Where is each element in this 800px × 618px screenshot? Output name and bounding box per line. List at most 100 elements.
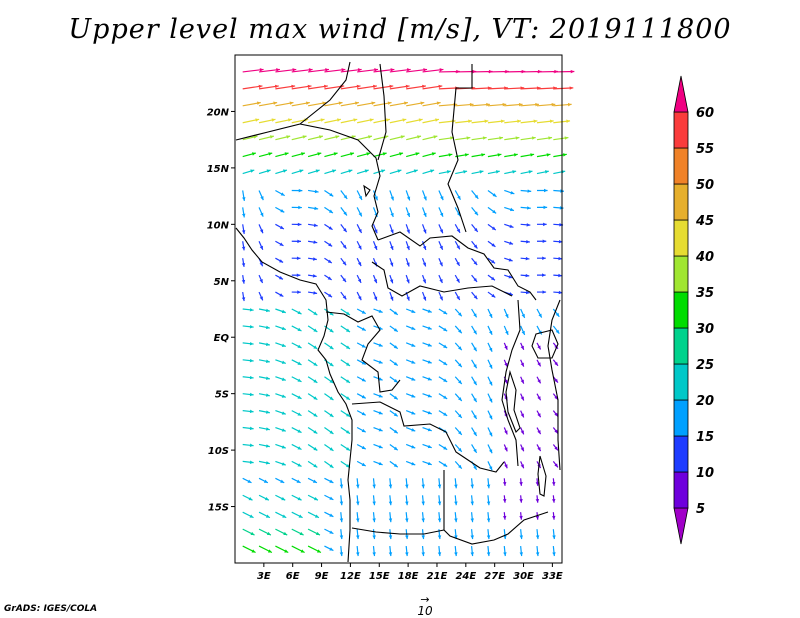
wind-vector	[275, 291, 284, 297]
wind-vector	[422, 443, 432, 449]
wind-vector	[389, 393, 399, 400]
wind-vector	[340, 460, 351, 468]
wind-vector	[242, 190, 246, 202]
wind-vector	[503, 427, 508, 435]
wind-vector	[307, 308, 318, 316]
wind-vector	[324, 101, 343, 107]
wind-vector	[291, 427, 302, 434]
wind-vector	[536, 153, 551, 158]
wind-vector	[356, 169, 369, 175]
wind-vector	[356, 512, 360, 523]
wind-vector	[373, 359, 383, 364]
lat-tick-label: EQ	[214, 333, 230, 344]
wind-vector	[307, 460, 318, 468]
wind-vector	[275, 68, 297, 73]
wind-vector	[454, 546, 458, 557]
colorbar-label: 40	[695, 250, 714, 265]
wind-vector	[421, 478, 425, 489]
wind-vector	[258, 460, 270, 465]
wind-vector	[389, 257, 394, 267]
wind-vector	[372, 274, 378, 284]
wind-vector	[438, 359, 448, 366]
wind-vector	[553, 223, 564, 227]
wind-vector	[553, 239, 563, 244]
wind-vector	[553, 153, 567, 158]
wind-vector	[504, 102, 523, 107]
wind-vector	[291, 528, 304, 536]
lat-tick-label: 15S	[208, 503, 229, 514]
wind-vector	[471, 410, 478, 420]
wind-vector	[503, 325, 509, 336]
wind-vector	[454, 529, 458, 540]
wind-vector	[291, 511, 303, 519]
wind-vector	[405, 426, 416, 432]
wind-vector	[258, 291, 264, 301]
wind-vector	[553, 170, 566, 175]
wind-vector	[471, 359, 478, 369]
wind-vector	[438, 410, 448, 417]
wind-vector	[388, 529, 393, 540]
wind-vector	[536, 410, 542, 418]
wind-vector	[340, 410, 351, 418]
wind-vector	[308, 189, 319, 194]
wind-vector	[471, 427, 478, 437]
wind-vector	[487, 223, 497, 231]
wind-vector	[291, 342, 302, 349]
wind-vector	[486, 478, 491, 489]
wind-vector	[389, 68, 411, 73]
wind-vector	[258, 359, 270, 363]
wind-vector	[552, 478, 556, 486]
wind-vector	[242, 358, 254, 363]
wind-vector	[241, 275, 246, 284]
wind-vector	[242, 84, 263, 90]
wind-vector	[356, 495, 360, 506]
wind-vector	[373, 135, 389, 141]
wind-vector	[389, 410, 399, 417]
wind-vector	[242, 118, 260, 124]
reference-vector: → 10	[410, 594, 440, 618]
colorbar-segment	[673, 507, 689, 545]
wind-vector	[324, 274, 332, 281]
wind-vector	[275, 443, 286, 449]
wind-vector	[324, 240, 333, 247]
wind-vector	[535, 529, 540, 540]
wind-vector	[340, 240, 347, 250]
wind-vector	[535, 546, 540, 557]
wind-vector	[520, 256, 530, 261]
wind-vector	[520, 290, 530, 295]
wind-vector	[291, 290, 301, 294]
wind-vector	[454, 240, 461, 250]
wind-vector	[258, 152, 273, 158]
wind-vector	[388, 478, 393, 489]
wind-vector	[356, 274, 362, 284]
wind-vector	[553, 86, 574, 90]
wind-vector	[421, 224, 427, 234]
wind-vector	[275, 410, 286, 415]
wind-vector	[340, 325, 351, 333]
wind-vector	[291, 273, 301, 277]
wind-vector	[242, 477, 252, 484]
wind-vector	[307, 477, 318, 484]
wind-vector	[422, 376, 432, 381]
wind-vector	[454, 257, 461, 267]
wind-vector	[454, 359, 463, 368]
wind-vector	[258, 169, 271, 175]
wind-vector	[242, 101, 261, 107]
wind-vector	[487, 325, 493, 336]
colorbar-label: 20	[696, 394, 714, 409]
wind-vector	[356, 460, 367, 467]
wind-vector	[275, 376, 286, 381]
wind-vector	[356, 529, 360, 540]
colorbar-label: 25	[696, 358, 714, 373]
wind-vector	[520, 461, 525, 469]
colorbar-segment	[673, 435, 689, 473]
wind-vector	[308, 84, 328, 90]
colorbar-segment	[673, 399, 689, 437]
wind-vector	[422, 169, 435, 175]
wind-vector	[421, 257, 427, 267]
wind-vector	[242, 426, 254, 431]
wind-vector	[470, 529, 474, 540]
wind-vector	[258, 101, 278, 107]
wind-vector	[241, 224, 246, 235]
wind-vector	[291, 135, 307, 141]
